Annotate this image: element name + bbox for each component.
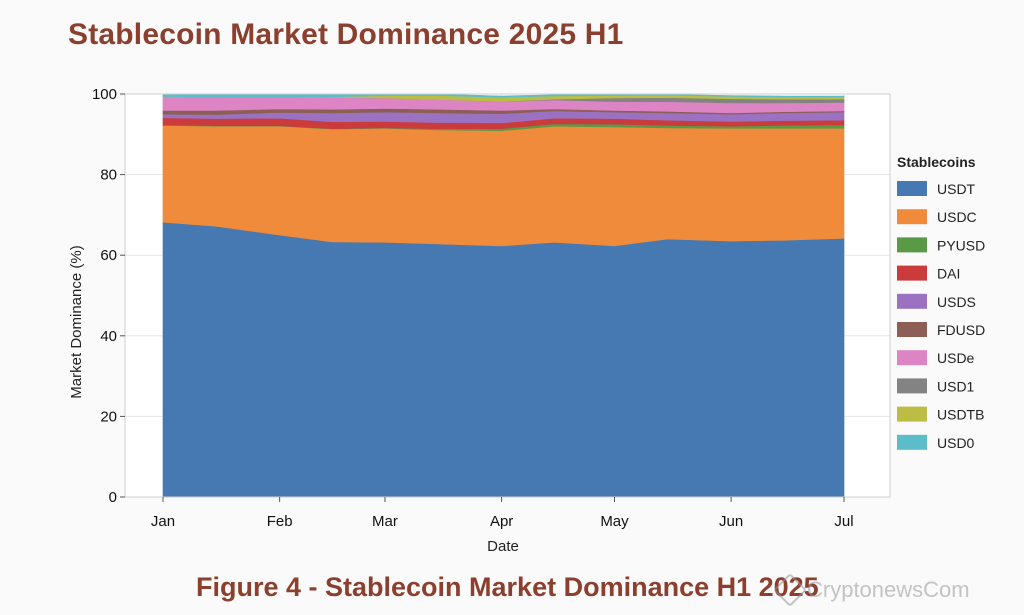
legend-swatch-usdc [897,209,927,225]
y-axis-ticks: 0 20 40 60 80 100 [92,86,125,506]
x-tick-label-3: Apr [490,513,513,530]
legend-swatch-usd1 [897,378,927,394]
legend-label-usdc: USDC [937,209,977,225]
legend-label-usdtb: USDTB [937,407,984,423]
x-tick-label-2: Mar [372,513,398,530]
x-tick-label-4: May [600,513,629,530]
y-tick-label-60: 60 [100,247,117,264]
legend-swatch-usds [897,293,927,309]
legend-swatch-pyusd [897,237,927,253]
legend-label-usd0: USD0 [937,435,975,451]
legend-swatch-dai [897,265,927,281]
legend-label-fdusd: FDUSD [937,322,985,338]
legend-label-usde: USDe [937,350,975,366]
area-usdc [162,125,845,247]
legend-swatch-usdtb [897,406,927,422]
watermark: CryptonewsCom [773,573,970,607]
figure-caption: Figure 4 - Stablecoin Market Dominance H… [196,572,819,602]
y-tick-label-0: 0 [109,489,117,506]
x-tick-label-0: Jan [151,513,175,530]
page-title: Stablecoin Market Dominance 2025 H1 [68,18,624,51]
legend-label-pyusd: PYUSD [937,237,985,253]
y-tick-label-100: 100 [92,86,117,103]
legend-label-usds: USDS [937,294,976,310]
legend-label-usd1: USD1 [937,378,975,394]
legend-swatch-fdusd [897,322,927,337]
x-tick-label-5: Jun [719,513,743,530]
x-axis-label: Date [487,538,519,555]
legend-swatch-usdt [897,181,927,196]
legend-swatch-usd0 [897,434,927,450]
area-usdt [162,221,845,498]
y-axis-label: Market Dominance (%) [68,245,85,398]
y-tick-label-20: 20 [100,408,117,425]
x-axis-ticks: Jan Feb Mar Apr May Jun Jul [151,497,854,530]
plot-frame [124,93,891,498]
legend-title: Stablecoins [897,154,976,170]
y-tick-label-80: 80 [100,167,117,184]
y-tick-label-40: 40 [100,328,117,345]
legend-swatch-usde [897,350,927,366]
watermark-text: CryptonewsCom [807,577,970,602]
legend-label-usdt: USDT [937,181,976,197]
watermark-logo-icon [773,573,807,607]
x-tick-label-1: Feb [267,513,293,530]
legend-label-dai: DAI [937,266,960,282]
legend: Stablecoins USDT USDC PYUSD DAI USDS FDUSD USD… [897,154,985,451]
x-tick-label-6: Jul [834,513,853,530]
series-areas [162,93,845,498]
